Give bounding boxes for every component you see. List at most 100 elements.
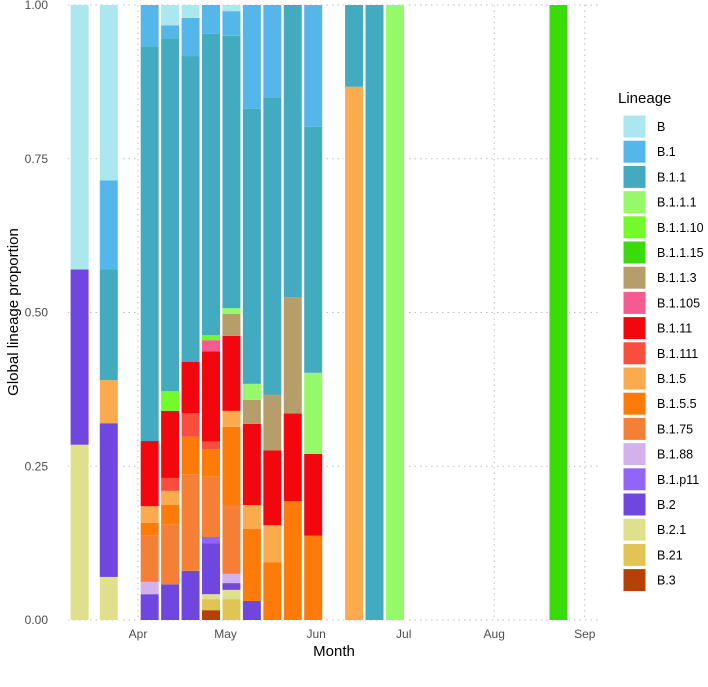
bar-segment-B-1-5: [160, 490, 180, 505]
bar-segment-B-2-1: [99, 576, 119, 620]
bar-separator: [220, 5, 222, 620]
bar-segment-B-1-1: [160, 38, 180, 392]
bar-segment-B-1-1: [201, 33, 221, 336]
y-tick-label: 1.00: [25, 0, 49, 12]
bar-separator: [363, 5, 365, 620]
bar-stack: [200, 5, 222, 620]
bar-separator: [179, 5, 181, 620]
bar-segment-B-1-111: [201, 441, 221, 450]
bar-segment-B-1-5: [262, 525, 282, 563]
bar-segment-B-1-1-1: [303, 372, 323, 454]
bar-stack: [261, 5, 283, 620]
legend-item: B.1.111: [622, 341, 698, 366]
legend-label: B.21: [657, 548, 683, 562]
legend-swatch: [622, 139, 647, 164]
bar-separator: [240, 5, 242, 620]
bar-separator: [364, 5, 366, 620]
legend-label: B.1.75: [657, 422, 693, 436]
bar-segment-B-1: [221, 11, 241, 36]
legend-label: B.2.1: [657, 523, 686, 537]
legend-label: B.1.1.10: [657, 221, 704, 235]
bar-stack: [547, 5, 569, 620]
y-tick-label: 0.25: [25, 459, 49, 473]
bar-segment-B-1-1: [242, 108, 262, 384]
legend-label: B.1.1.3: [657, 271, 697, 285]
bars: [69, 5, 569, 621]
legend-swatch: [622, 467, 647, 492]
bar-stack: [343, 5, 365, 621]
legend: Lineage B B.1 B.1.1 B.1.1.1 B.1.1.10 B.1.1.15…: [618, 90, 704, 593]
bar-segment-B-2: [70, 269, 90, 445]
legend-label: B: [657, 120, 665, 134]
bar-separator: [343, 5, 346, 620]
bar-segment-B-1-11: [160, 410, 180, 478]
bar-segment-B-1-5-5: [262, 562, 282, 620]
legend-label: B.1.5.5: [657, 397, 697, 411]
bar-segment-B: [221, 5, 241, 12]
bar-segment-B-1-5-5: [201, 449, 221, 477]
bar-segment-B-1-5-5: [160, 504, 180, 525]
legend-swatch: [622, 391, 647, 416]
legend-label: B.1.1.15: [657, 246, 704, 260]
legend-swatch: [622, 164, 647, 189]
bar-separator: [403, 5, 406, 620]
legend-label: B.1.11: [657, 322, 692, 336]
bar-segment-B-1-75: [160, 524, 180, 585]
bar-segment-B-1-11: [242, 423, 262, 505]
bar-segment-B-1-11: [181, 361, 201, 414]
bar-segment-B-1-111: [181, 413, 201, 437]
legend-item: B.2: [622, 492, 676, 517]
x-tick-label: Jul: [396, 627, 411, 641]
legend-item: B.1.5: [622, 366, 686, 391]
bar-segment-B-1-11: [221, 335, 241, 411]
bar-segment-B-1-1-15: [548, 5, 568, 620]
bar-segment-B-1-1: [283, 5, 303, 298]
bar-segment-B-1-1-3: [221, 313, 241, 336]
legend-item: B.1.105: [622, 290, 700, 315]
bar-segment-B-21: [201, 599, 221, 611]
legend-swatch: [622, 542, 647, 567]
x-axis-ticks: Apr May Jun Jul Aug Sep: [129, 627, 596, 641]
legend-item: B.1.5.5: [622, 391, 697, 416]
bar-separator: [117, 5, 120, 620]
bar-stack: [241, 5, 263, 620]
legend-label: B.2: [657, 498, 676, 512]
bar-separator: [261, 5, 264, 620]
bar-separator: [139, 5, 141, 620]
bar-segment-B-1: [160, 25, 180, 39]
bar-segment-B-1-p11: [201, 536, 221, 544]
bar-separator: [69, 5, 71, 620]
bar-separator: [200, 5, 202, 620]
bar-segment-B-1-111: [160, 477, 180, 491]
bar-separator: [180, 5, 182, 620]
bar-segment-B-2: [221, 583, 241, 590]
bar-segment-B-2: [181, 570, 201, 620]
legend-label: B.1.111: [657, 347, 698, 361]
bar-segment-B-2: [99, 423, 119, 577]
bar-segment-B-2: [201, 543, 221, 595]
legend-item: B.1.1.10: [622, 215, 704, 240]
bar-segment-B-1-1: [140, 46, 160, 442]
bar-segment-B-1-1-10: [160, 391, 180, 411]
y-tick-label: 0.00: [25, 613, 49, 627]
bar-segment-B-1-1-1: [242, 383, 262, 400]
bar-segment-B-1-11: [140, 441, 160, 507]
bar-segment-B-1-1: [303, 126, 323, 373]
legend-item: B.1.p11: [622, 467, 699, 492]
legend-swatch: [622, 517, 647, 542]
bar-segment-B-1-5-5: [181, 436, 201, 475]
legend-swatch: [622, 341, 647, 366]
bar-segment-B-1-1: [181, 56, 201, 362]
bar-stack: [384, 5, 406, 620]
bar-segment-B-1-5-5: [221, 426, 241, 505]
legend-label: B.1.105: [657, 296, 700, 310]
legend-item: B.1.1.3: [622, 265, 697, 290]
bar-segment-B-1: [181, 17, 201, 57]
legend-label: B.1: [657, 145, 676, 159]
bar-segment-B-1-1: [221, 35, 241, 309]
bar-separator: [383, 5, 386, 620]
bar-separator: [282, 5, 284, 620]
bar-segment-B-1-88: [221, 573, 241, 584]
bar-segment-B-2-1: [201, 594, 221, 600]
legend-swatch: [622, 416, 647, 441]
